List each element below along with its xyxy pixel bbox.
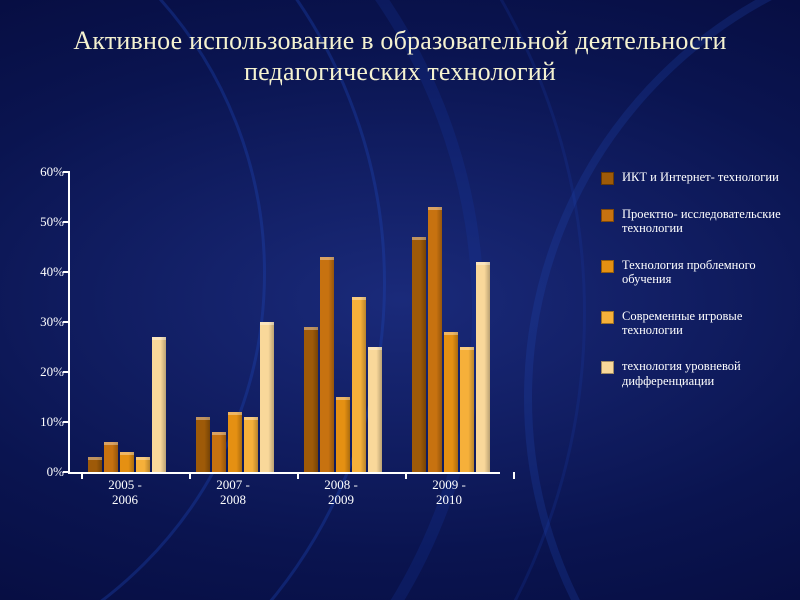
y-tick <box>63 371 70 373</box>
slide-title: Активное использование в образовательной… <box>0 26 800 87</box>
y-tick <box>63 271 70 273</box>
bar <box>88 457 102 472</box>
y-axis-label: 60% <box>16 164 64 180</box>
legend-label: Проектно- исследовательские технологии <box>622 207 786 236</box>
bar <box>212 432 226 472</box>
legend-item: технология уровневой дифференциации <box>601 359 786 388</box>
x-axis-label: 2007 - 2008 <box>216 478 250 508</box>
y-axis-label: 20% <box>16 364 64 380</box>
bar <box>428 207 442 472</box>
y-tick <box>63 471 70 473</box>
y-axis-label: 30% <box>16 314 64 330</box>
bar <box>476 262 490 472</box>
legend-label: Современные игровые технологии <box>622 309 786 338</box>
legend-label: технология уровневой дифференциации <box>622 359 786 388</box>
legend: ИКТ и Интернет- технологии Проектно- иссл… <box>601 170 786 410</box>
y-axis-label: 40% <box>16 264 64 280</box>
slide: Активное использование в образовательной… <box>0 0 800 600</box>
x-axis-label: 2008 - 2009 <box>324 478 358 508</box>
bar <box>352 297 366 472</box>
y-axis-label: 50% <box>16 214 64 230</box>
bar <box>260 322 274 472</box>
bar <box>460 347 474 472</box>
x-axis-label: 2005 - 2006 <box>108 478 142 508</box>
legend-label: ИКТ и Интернет- технологии <box>622 170 786 185</box>
x-axis-label: 2009 - 2010 <box>432 478 466 508</box>
bar <box>368 347 382 472</box>
bar <box>244 417 258 472</box>
legend-item: Современные игровые технологии <box>601 309 786 338</box>
y-tick <box>63 171 70 173</box>
legend-swatch <box>601 311 614 324</box>
legend-item: ИКТ и Интернет- технологии <box>601 170 786 185</box>
bar <box>320 257 334 472</box>
y-axis-label: 10% <box>16 414 64 430</box>
bar <box>136 457 150 472</box>
x-tick <box>513 472 515 479</box>
legend-item: Технология проблемного обучения <box>601 258 786 287</box>
y-tick <box>63 421 70 423</box>
bar <box>336 397 350 472</box>
legend-item: Проектно- исследовательские технологии <box>601 207 786 236</box>
bar <box>152 337 166 472</box>
legend-swatch <box>601 260 614 273</box>
y-axis-labels: 0%10%20%30%40%50%60% <box>16 172 64 472</box>
legend-swatch <box>601 361 614 374</box>
chart: 0%10%20%30%40%50%60% 2005 - 20062007 - 2… <box>68 172 608 532</box>
y-tick <box>63 221 70 223</box>
y-axis-label: 0% <box>16 464 64 480</box>
bar <box>304 327 318 472</box>
bar <box>104 442 118 472</box>
legend-swatch <box>601 172 614 185</box>
bar <box>120 452 134 472</box>
plot-area <box>68 172 500 474</box>
bar <box>444 332 458 472</box>
bar <box>196 417 210 472</box>
bar <box>412 237 426 472</box>
legend-swatch <box>601 209 614 222</box>
x-axis-labels: 2005 - 2006 2007 - 2008 2008 - 2009 2009 - … <box>68 478 498 514</box>
legend-label: Технология проблемного обучения <box>622 258 786 287</box>
y-tick <box>63 321 70 323</box>
bar <box>228 412 242 472</box>
